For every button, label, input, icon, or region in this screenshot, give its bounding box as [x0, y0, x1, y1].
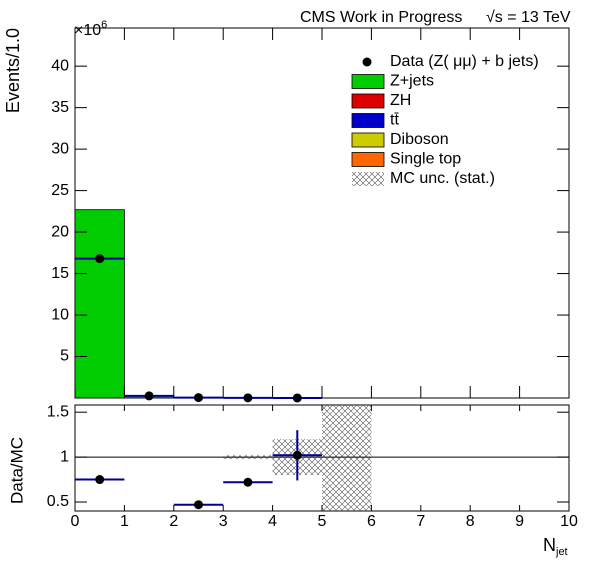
x-axis-label: Njet — [543, 535, 568, 558]
y-tick-label: 25 — [51, 182, 69, 199]
x-tick-label: 4 — [268, 513, 277, 530]
y-scale-label: ×106 — [74, 19, 107, 39]
y-scale-base: ×10 — [74, 22, 101, 39]
x-tick-label: 7 — [416, 513, 425, 530]
legend-swatch — [351, 132, 385, 148]
y-tick-label: 10 — [51, 306, 69, 323]
y-tick-label: 40 — [51, 57, 69, 74]
ratio-point — [243, 477, 253, 487]
x-tick-label: 6 — [367, 513, 376, 530]
ratio-point — [194, 500, 203, 510]
x-tick-label: 5 — [318, 513, 327, 530]
stack-bar — [74, 209, 125, 399]
legend-swatch — [352, 172, 384, 186]
legend-swatch — [351, 74, 385, 89]
y-tick-label: 15 — [51, 265, 69, 282]
legend-label: MC unc. (stat.) — [390, 170, 495, 187]
data-point — [144, 391, 154, 401]
main-frame — [74, 27, 570, 399]
energy-label: √s = 13 TeV — [486, 9, 571, 26]
legend-label: Z+jets — [390, 73, 434, 90]
x-tick-label: 2 — [169, 513, 178, 530]
x-tick-label: 9 — [515, 513, 524, 530]
x-tick-label: 10 — [560, 513, 578, 530]
x-axis-label-main: N — [543, 535, 556, 555]
legend-label: tt̄ — [390, 112, 399, 129]
y-tick-label: 5 — [60, 348, 69, 365]
legend-marker — [362, 57, 372, 67]
legend-label: Single top — [390, 151, 461, 168]
uncertainty-band — [322, 405, 372, 511]
data-point — [292, 393, 302, 403]
y-tick-label: 20 — [51, 223, 69, 240]
y-scale-exponent: 6 — [101, 19, 107, 31]
x-tick-label: 3 — [219, 513, 228, 530]
x-axis-label-subscript: jet — [555, 546, 568, 558]
chart-title: CMS Work in Progress — [300, 9, 462, 26]
y-tick-label: 0.5 — [47, 493, 69, 510]
legend-swatch — [351, 152, 385, 167]
y-axis-label: Events/1.0 — [3, 28, 23, 113]
data-point — [243, 393, 253, 403]
y-tick-label: 1 — [60, 448, 69, 465]
x-tick-label: 0 — [71, 513, 80, 530]
legend-label: Data (Z( μμ) + b jets) — [390, 53, 539, 70]
y-tick-label: 1.5 — [47, 403, 69, 420]
x-tick-label: 8 — [466, 513, 475, 530]
x-tick-label: 1 — [120, 513, 129, 530]
legend-label: ZH — [390, 92, 411, 109]
y-tick-label: 35 — [51, 99, 69, 116]
ratio-y-axis-label: Data/MC — [7, 437, 26, 504]
data-point — [95, 254, 105, 264]
legend-swatch — [351, 93, 385, 109]
legend-label: Diboson — [390, 131, 449, 148]
data-point — [194, 393, 203, 403]
y-tick-label: 30 — [51, 140, 69, 157]
ratio-point — [292, 450, 302, 460]
legend-swatch — [351, 113, 385, 128]
ratio-point — [95, 475, 105, 485]
